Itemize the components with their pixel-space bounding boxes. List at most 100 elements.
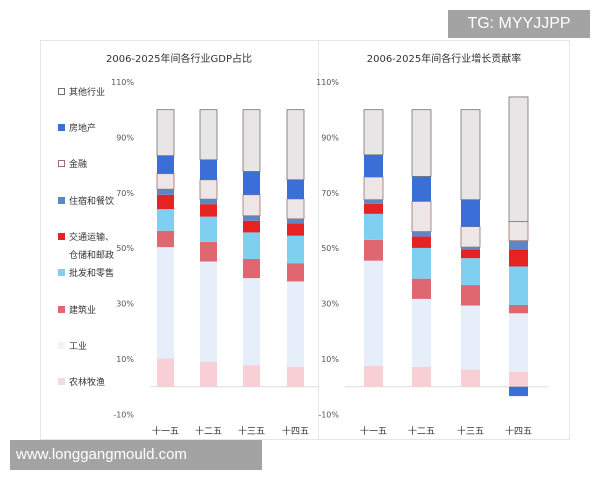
bar-segment-工业	[287, 281, 304, 367]
bar-segment-其他行业	[363, 109, 384, 156]
bar-segment-交通运输、仓储和邮政	[157, 194, 174, 210]
y-tick-label: -10%	[318, 410, 339, 419]
bar-segment-房地产	[364, 154, 383, 178]
bar-segment-金融	[199, 179, 218, 200]
bar-segment-房地产	[461, 199, 480, 227]
right-chart-title: 2006-2025年间各行业增长贡献率	[366, 54, 522, 65]
y-tick-label: 90%	[321, 133, 339, 142]
bar-segment-建筑业	[287, 263, 304, 282]
bar-segment-金融	[363, 176, 384, 201]
legend-label: 房地产	[69, 124, 97, 134]
bar-segment-其他行业	[286, 109, 305, 181]
legend-item: 住宿和餐饮	[58, 194, 114, 207]
bar-segment-房地产	[200, 159, 217, 180]
bar-segment-其他行业	[242, 109, 261, 172]
y-tick-label: 70%	[116, 189, 134, 198]
bar-segment-批发和零售	[287, 235, 304, 264]
bar-segment-建筑业	[243, 259, 260, 279]
legend-swatch	[58, 269, 65, 276]
legend-label: 金融	[69, 160, 88, 170]
bar-segment-工业	[364, 260, 383, 366]
y-tick-label: 90%	[116, 133, 134, 142]
bottom-watermark-banner: www.longgangmould.com	[10, 440, 262, 470]
bar-segment-批发和零售	[157, 209, 174, 231]
legend-item: 其他行业	[58, 85, 105, 98]
top-watermark-banner: TG: MYYJJPP	[448, 10, 590, 38]
bar-segment-其他行业	[199, 109, 218, 161]
y-tick-label: 30%	[116, 300, 134, 309]
bar-segment-批发和零售	[200, 216, 217, 242]
bar-segment-住宿和餐饮	[364, 199, 383, 204]
legend-label: 建筑业	[69, 306, 97, 316]
bar-segment-批发和零售	[364, 213, 383, 240]
bar-segment-交通运输、仓储和邮政	[287, 223, 304, 236]
legend-swatch	[58, 306, 65, 313]
bar-segment-其他行业	[156, 109, 175, 157]
bar-segment-农林牧渔	[287, 366, 304, 387]
legend-item: 工业	[58, 339, 87, 352]
legend-label: 批发和零售	[69, 269, 115, 279]
bar-segment-住宿和餐饮	[509, 240, 528, 250]
bar-segment-交通运输、仓储和邮政	[243, 220, 260, 233]
y-tick-label: 70%	[321, 189, 339, 198]
bar-segment-住宿和餐饮	[200, 199, 217, 205]
bar-segment-金融	[156, 173, 175, 190]
legend-item: 金融	[58, 157, 87, 170]
legend-swatch	[58, 233, 65, 240]
y-tick-label: 10%	[321, 355, 339, 364]
bar-segment-工业	[412, 298, 431, 367]
bar-segment-农林牧渔	[157, 358, 174, 387]
bar-segment-工业	[243, 278, 260, 366]
bar-segment-工业	[509, 313, 528, 372]
bar-segment-房地产	[243, 171, 260, 195]
bar-segment-金融	[242, 194, 261, 217]
bar-segment-建筑业	[364, 239, 383, 261]
bar-segment-农林牧渔	[243, 365, 260, 387]
bar-segment-农林牧渔	[461, 369, 480, 387]
legend-swatch	[58, 197, 65, 204]
x-tick-label: 十一五	[152, 425, 179, 437]
bar-segment-房地产	[412, 176, 431, 202]
bar-segment-住宿和餐饮	[412, 231, 431, 237]
bar-segment-农林牧渔	[200, 361, 217, 387]
bar-segment-住宿和餐饮	[287, 218, 304, 224]
bar-segment-批发和零售	[412, 247, 431, 279]
x-tick-label: 十三五	[457, 425, 484, 437]
bar-segment-金融	[286, 198, 305, 220]
legend-item: 建筑业	[58, 303, 96, 316]
legend-item: 房地产	[58, 121, 96, 134]
bar-segment-交通运输、仓储和邮政	[509, 249, 528, 267]
legend-swatch	[58, 88, 65, 95]
x-tick-label: 十三五	[238, 425, 265, 437]
legend-item: 交通运输、	[58, 230, 114, 243]
bar-segment-农林牧渔	[509, 371, 528, 387]
bar-segment-其他行业	[508, 96, 529, 223]
bar-segment-批发和零售	[509, 266, 528, 305]
bar-segment-其他行业	[460, 109, 481, 201]
legend-swatch	[58, 342, 65, 349]
bar-segment-房地产	[157, 155, 174, 174]
legend-item: 农林牧渔	[58, 375, 105, 388]
y-tick-label: 50%	[321, 244, 339, 253]
y-tick-label: 110%	[111, 78, 134, 87]
left-chart-title: 2006-2025年间各行业GDP占比	[106, 54, 252, 65]
bar-segment-建筑业	[509, 304, 528, 314]
bar-segment-住宿和餐饮	[243, 215, 260, 221]
panel-divider	[318, 40, 319, 440]
bar-segment-金融	[460, 226, 481, 248]
bar-segment-金融	[508, 221, 529, 242]
bar-segment-建筑业	[200, 241, 217, 262]
legend-label: 交通运输、	[69, 233, 115, 243]
legend-swatch	[58, 124, 65, 131]
bar-segment-交通运输、仓储和邮政	[200, 204, 217, 217]
bar-segment-工业	[200, 261, 217, 362]
x-tick-label: 十二五	[408, 425, 435, 437]
bar-segment-交通运输、仓储和邮政	[461, 249, 480, 259]
bar-segment-交通运输、仓储和邮政	[412, 236, 431, 248]
bar-segment-金融	[411, 200, 432, 232]
chart-card	[40, 40, 570, 440]
bar-segment-建筑业	[461, 285, 480, 306]
x-tick-label: 十四五	[282, 425, 309, 437]
legend-label-line2: 仓储和邮政	[69, 251, 115, 261]
